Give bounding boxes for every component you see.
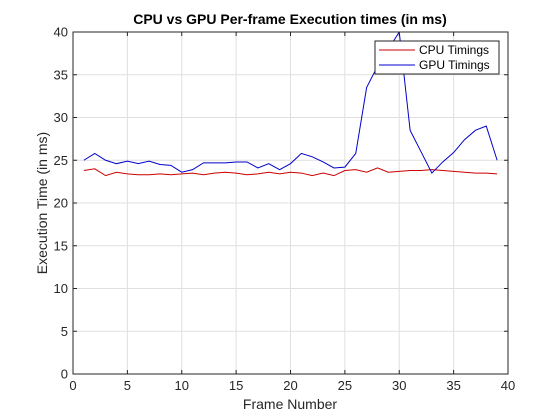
legend-box [374, 40, 500, 75]
y-tick-label: 25 [54, 153, 68, 168]
x-tick-label: 25 [338, 378, 352, 393]
x-tick-label: 5 [124, 378, 131, 393]
y-tick-label: 5 [61, 324, 68, 339]
x-axis-label: Frame Number [243, 396, 337, 412]
chart-title: CPU vs GPU Per-frame Execution times (in… [133, 11, 447, 27]
x-tick-label: 15 [229, 378, 243, 393]
x-tick-label: 40 [501, 378, 515, 393]
x-tick-label: 10 [175, 378, 189, 393]
cpu-timings-series-line [83, 167, 498, 177]
legend-label-gpu-timings: GPU Timings [419, 58, 490, 72]
grid-lines [73, 32, 508, 374]
y-tick-label: 10 [54, 281, 68, 296]
y-tick-label: 0 [61, 367, 68, 382]
y-tick-label: 30 [54, 110, 68, 125]
x-tick-label: 30 [392, 378, 406, 393]
axis-ticks: 0 5 10 15 20 25 30 35 40 0 5 10 15 20 25 30 35 40 [54, 25, 516, 394]
y-tick-label: 35 [54, 67, 68, 82]
y-tick-label: 15 [54, 238, 68, 253]
series-layer [83, 32, 498, 177]
x-tick-label: 20 [283, 378, 297, 393]
legend-label-cpu-timings: CPU Timings [419, 43, 489, 57]
y-tick-label: 40 [54, 25, 68, 40]
x-tick-label: 0 [69, 378, 76, 393]
y-tick-label: 20 [54, 196, 68, 211]
gpu-timings-series-line [83, 32, 498, 174]
y-axis-label: Execution Time (in ms) [34, 132, 50, 274]
x-tick-label: 35 [446, 378, 460, 393]
